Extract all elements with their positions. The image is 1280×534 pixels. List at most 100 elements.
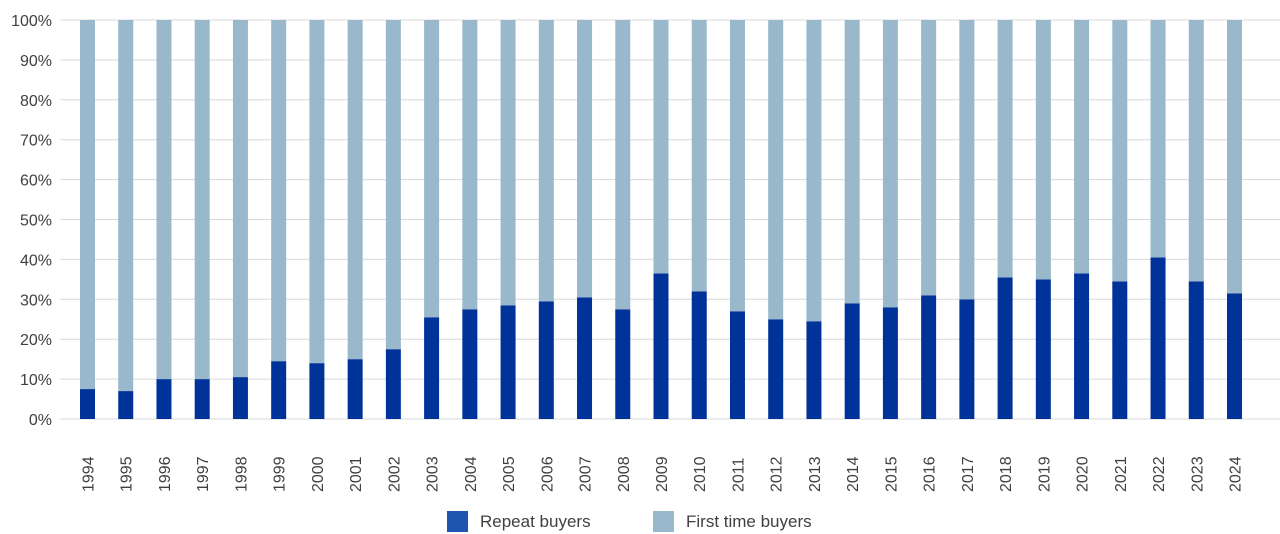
x-tick-label: 2006 [539,456,556,492]
bar-first-time-buyers [882,20,898,308]
y-tick-label: 70% [20,133,52,150]
bar-first-time-buyers [156,20,172,380]
y-axis-ticks: 0% 10% 20% 30% 40% 50% 60% 70% 80% 90% 100% [11,13,52,429]
bar-repeat-buyers [615,309,631,419]
legend-swatch [653,511,674,532]
bar-first-time-buyers [385,20,401,350]
bar-first-time-buyers [80,20,95,390]
bar-repeat-buyers [691,291,707,419]
bar-first-time-buyers [1074,20,1090,274]
bar-first-time-buyers [538,20,554,302]
y-tick-label: 60% [20,173,52,190]
bar-repeat-buyers [844,303,860,419]
x-tick-label: 2014 [845,456,862,492]
y-tick-label: 100% [11,13,52,30]
bar-repeat-buyers [118,391,134,419]
x-tick-label: 2003 [425,456,442,492]
bar-first-time-buyers [309,20,325,364]
bar-first-time-buyers [1112,20,1128,282]
x-tick-label: 2001 [348,456,365,492]
bar-first-time-buyers [615,20,631,310]
bar-repeat-buyers [653,273,669,419]
x-tick-label: 2015 [883,456,900,492]
bar-repeat-buyers [232,377,248,419]
x-tick-label: 1996 [157,456,174,492]
bar-first-time-buyers [959,20,975,300]
x-tick-label: 1999 [272,456,289,492]
y-tick-label: 30% [20,292,52,309]
x-tick-label: 2019 [1036,456,1053,492]
bar-repeat-buyers [768,319,784,419]
bar-first-time-buyers [1150,20,1166,258]
x-tick-label: 2010 [692,456,709,492]
bar-repeat-buyers [500,305,516,419]
bar-first-time-buyers [921,20,937,296]
x-tick-label: 2013 [807,456,824,492]
x-tick-label: 2020 [1075,456,1092,492]
legend: Repeat buyers First time buyers [447,511,812,532]
bar-repeat-buyers [194,379,210,419]
bar-repeat-buyers [806,321,822,419]
bar-first-time-buyers [271,20,287,362]
x-tick-label: 2005 [501,456,518,492]
x-tick-label: 1998 [233,456,250,492]
legend-label: Repeat buyers [480,512,591,531]
bar-first-time-buyers [1227,20,1242,294]
x-tick-label: 1997 [195,456,212,492]
x-tick-label: 2002 [386,456,403,492]
bar-repeat-buyers [1112,281,1128,419]
bar-first-time-buyers [118,20,134,392]
x-tick-label: 2009 [654,456,671,492]
x-tick-label: 2011 [730,457,747,492]
bar-repeat-buyers [1150,257,1166,419]
bar-repeat-buyers [156,379,172,419]
bar-first-time-buyers [1035,20,1051,280]
x-tick-label: 1995 [119,456,136,492]
bar-first-time-buyers [347,20,363,360]
legend-first-time-buyers: First time buyers [653,511,812,532]
legend-label: First time buyers [686,512,812,531]
x-tick-label: 2008 [616,456,633,492]
bar-first-time-buyers [424,20,440,318]
x-tick-label: 2024 [1228,456,1245,492]
y-tick-label: 40% [20,252,52,269]
bar-repeat-buyers [424,317,440,419]
y-tick-label: 80% [20,93,52,110]
bar-repeat-buyers [1188,281,1204,419]
bar-first-time-buyers [194,20,210,380]
bar-repeat-buyers [347,359,363,419]
bar-first-time-buyers [844,20,860,304]
x-tick-label: 2023 [1189,456,1206,492]
bar-repeat-buyers [385,349,401,419]
bar-first-time-buyers [653,20,669,274]
x-tick-label: 2007 [578,456,595,492]
bar-repeat-buyers [729,311,745,419]
bar-first-time-buyers [729,20,745,312]
bar-repeat-buyers [271,361,287,419]
x-tick-label: 2018 [998,456,1015,492]
bar-first-time-buyers [462,20,478,310]
bar-repeat-buyers [80,389,95,419]
x-tick-label: 2021 [1113,456,1130,492]
bar-repeat-buyers [921,295,937,419]
x-axis-ticks: 1994 1995 1996 1997 1998 1999 2000 2001 2002 2003… [81,456,1245,492]
bar-first-time-buyers [1188,20,1204,282]
bar-first-time-buyers [691,20,707,292]
y-tick-label: 90% [20,53,52,70]
legend-repeat-buyers: Repeat buyers [447,511,591,532]
bar-first-time-buyers [577,20,593,298]
bar-repeat-buyers [959,299,975,419]
bar-repeat-buyers [577,297,593,419]
y-tick-label: 20% [20,332,52,349]
bar-repeat-buyers [538,301,554,419]
x-tick-label: 2004 [463,456,480,492]
bar-first-time-buyers [500,20,516,306]
bar-repeat-buyers [1227,293,1242,419]
bar-repeat-buyers [1074,273,1090,419]
bar-first-time-buyers [997,20,1013,278]
legend-swatch [447,511,468,532]
x-tick-label: 2022 [1151,456,1168,492]
bar-first-time-buyers [806,20,822,322]
